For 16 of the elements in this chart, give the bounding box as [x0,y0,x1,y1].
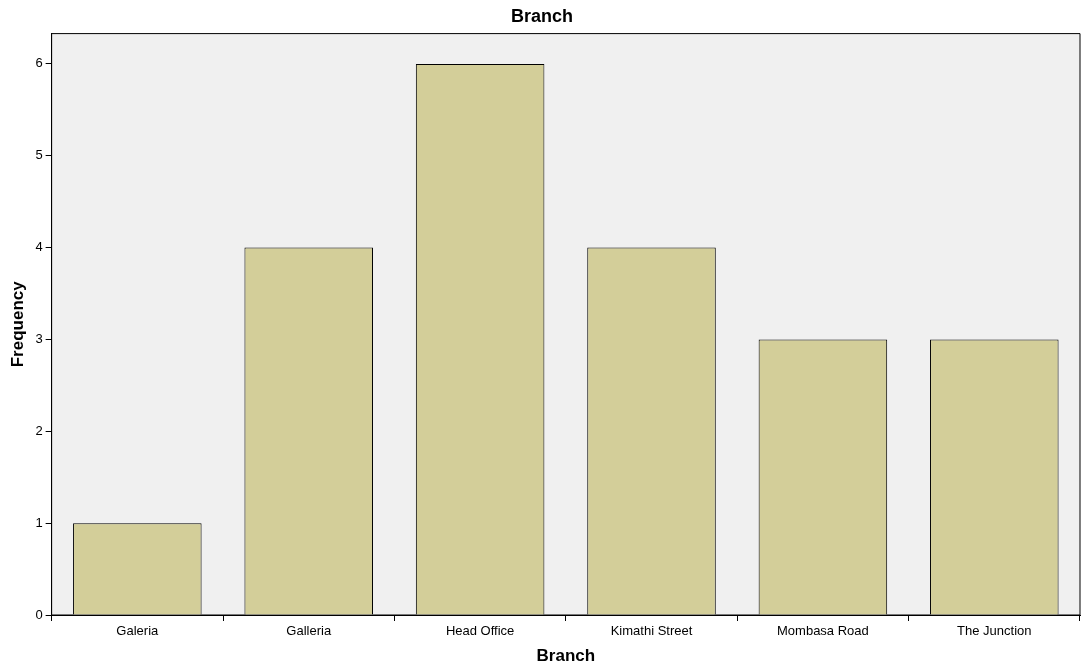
x-tick-label: Kimathi Street [610,623,693,639]
y-tick-label: 5 [35,147,43,163]
y-tick-label: 4 [35,239,43,255]
y-tick-label: 2 [35,422,43,438]
y-tick-label: 6 [35,55,43,71]
chart-title: Branch [510,5,574,26]
x-tick-label: Galleria [286,623,332,639]
y-tick-label: 1 [35,514,43,530]
x-tick-label: The Junction [957,623,1032,639]
y-tick-label: 0 [35,606,43,622]
x-tick-label: Head Office [445,623,515,639]
y-tick-label: 3 [35,331,43,347]
x-tick-label: Galeria [116,623,160,639]
y-axis-title: Frequency [7,280,27,368]
x-axis-title: Branch [536,646,596,666]
x-tick-label: Mombasa Road [777,623,869,639]
